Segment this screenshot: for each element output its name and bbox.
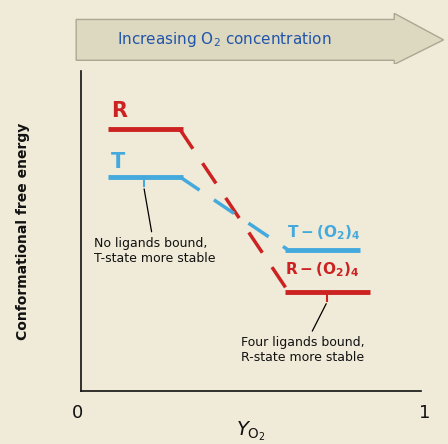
Text: $\mathit{Y}_{\mathregular{O_2}}$: $\mathit{Y}_{\mathregular{O_2}}$ <box>236 420 266 443</box>
Polygon shape <box>76 13 444 64</box>
Text: No ligands bound,
T-state more stable: No ligands bound, T-state more stable <box>94 189 216 265</box>
Text: T: T <box>111 152 125 172</box>
Text: $\mathbf{T-(O_2)_4}$: $\mathbf{T-(O_2)_4}$ <box>287 223 360 242</box>
Text: Conformational free energy: Conformational free energy <box>16 122 30 340</box>
Text: 1: 1 <box>419 404 430 421</box>
Text: R: R <box>111 101 127 121</box>
Text: Four ligands bound,
R-state more stable: Four ligands bound, R-state more stable <box>241 304 364 365</box>
Text: 0: 0 <box>72 404 83 421</box>
Text: $\mathbf{R-(O_2)_4}$: $\mathbf{R-(O_2)_4}$ <box>285 260 359 279</box>
Text: Increasing O$_2$ concentration: Increasing O$_2$ concentration <box>117 30 331 49</box>
